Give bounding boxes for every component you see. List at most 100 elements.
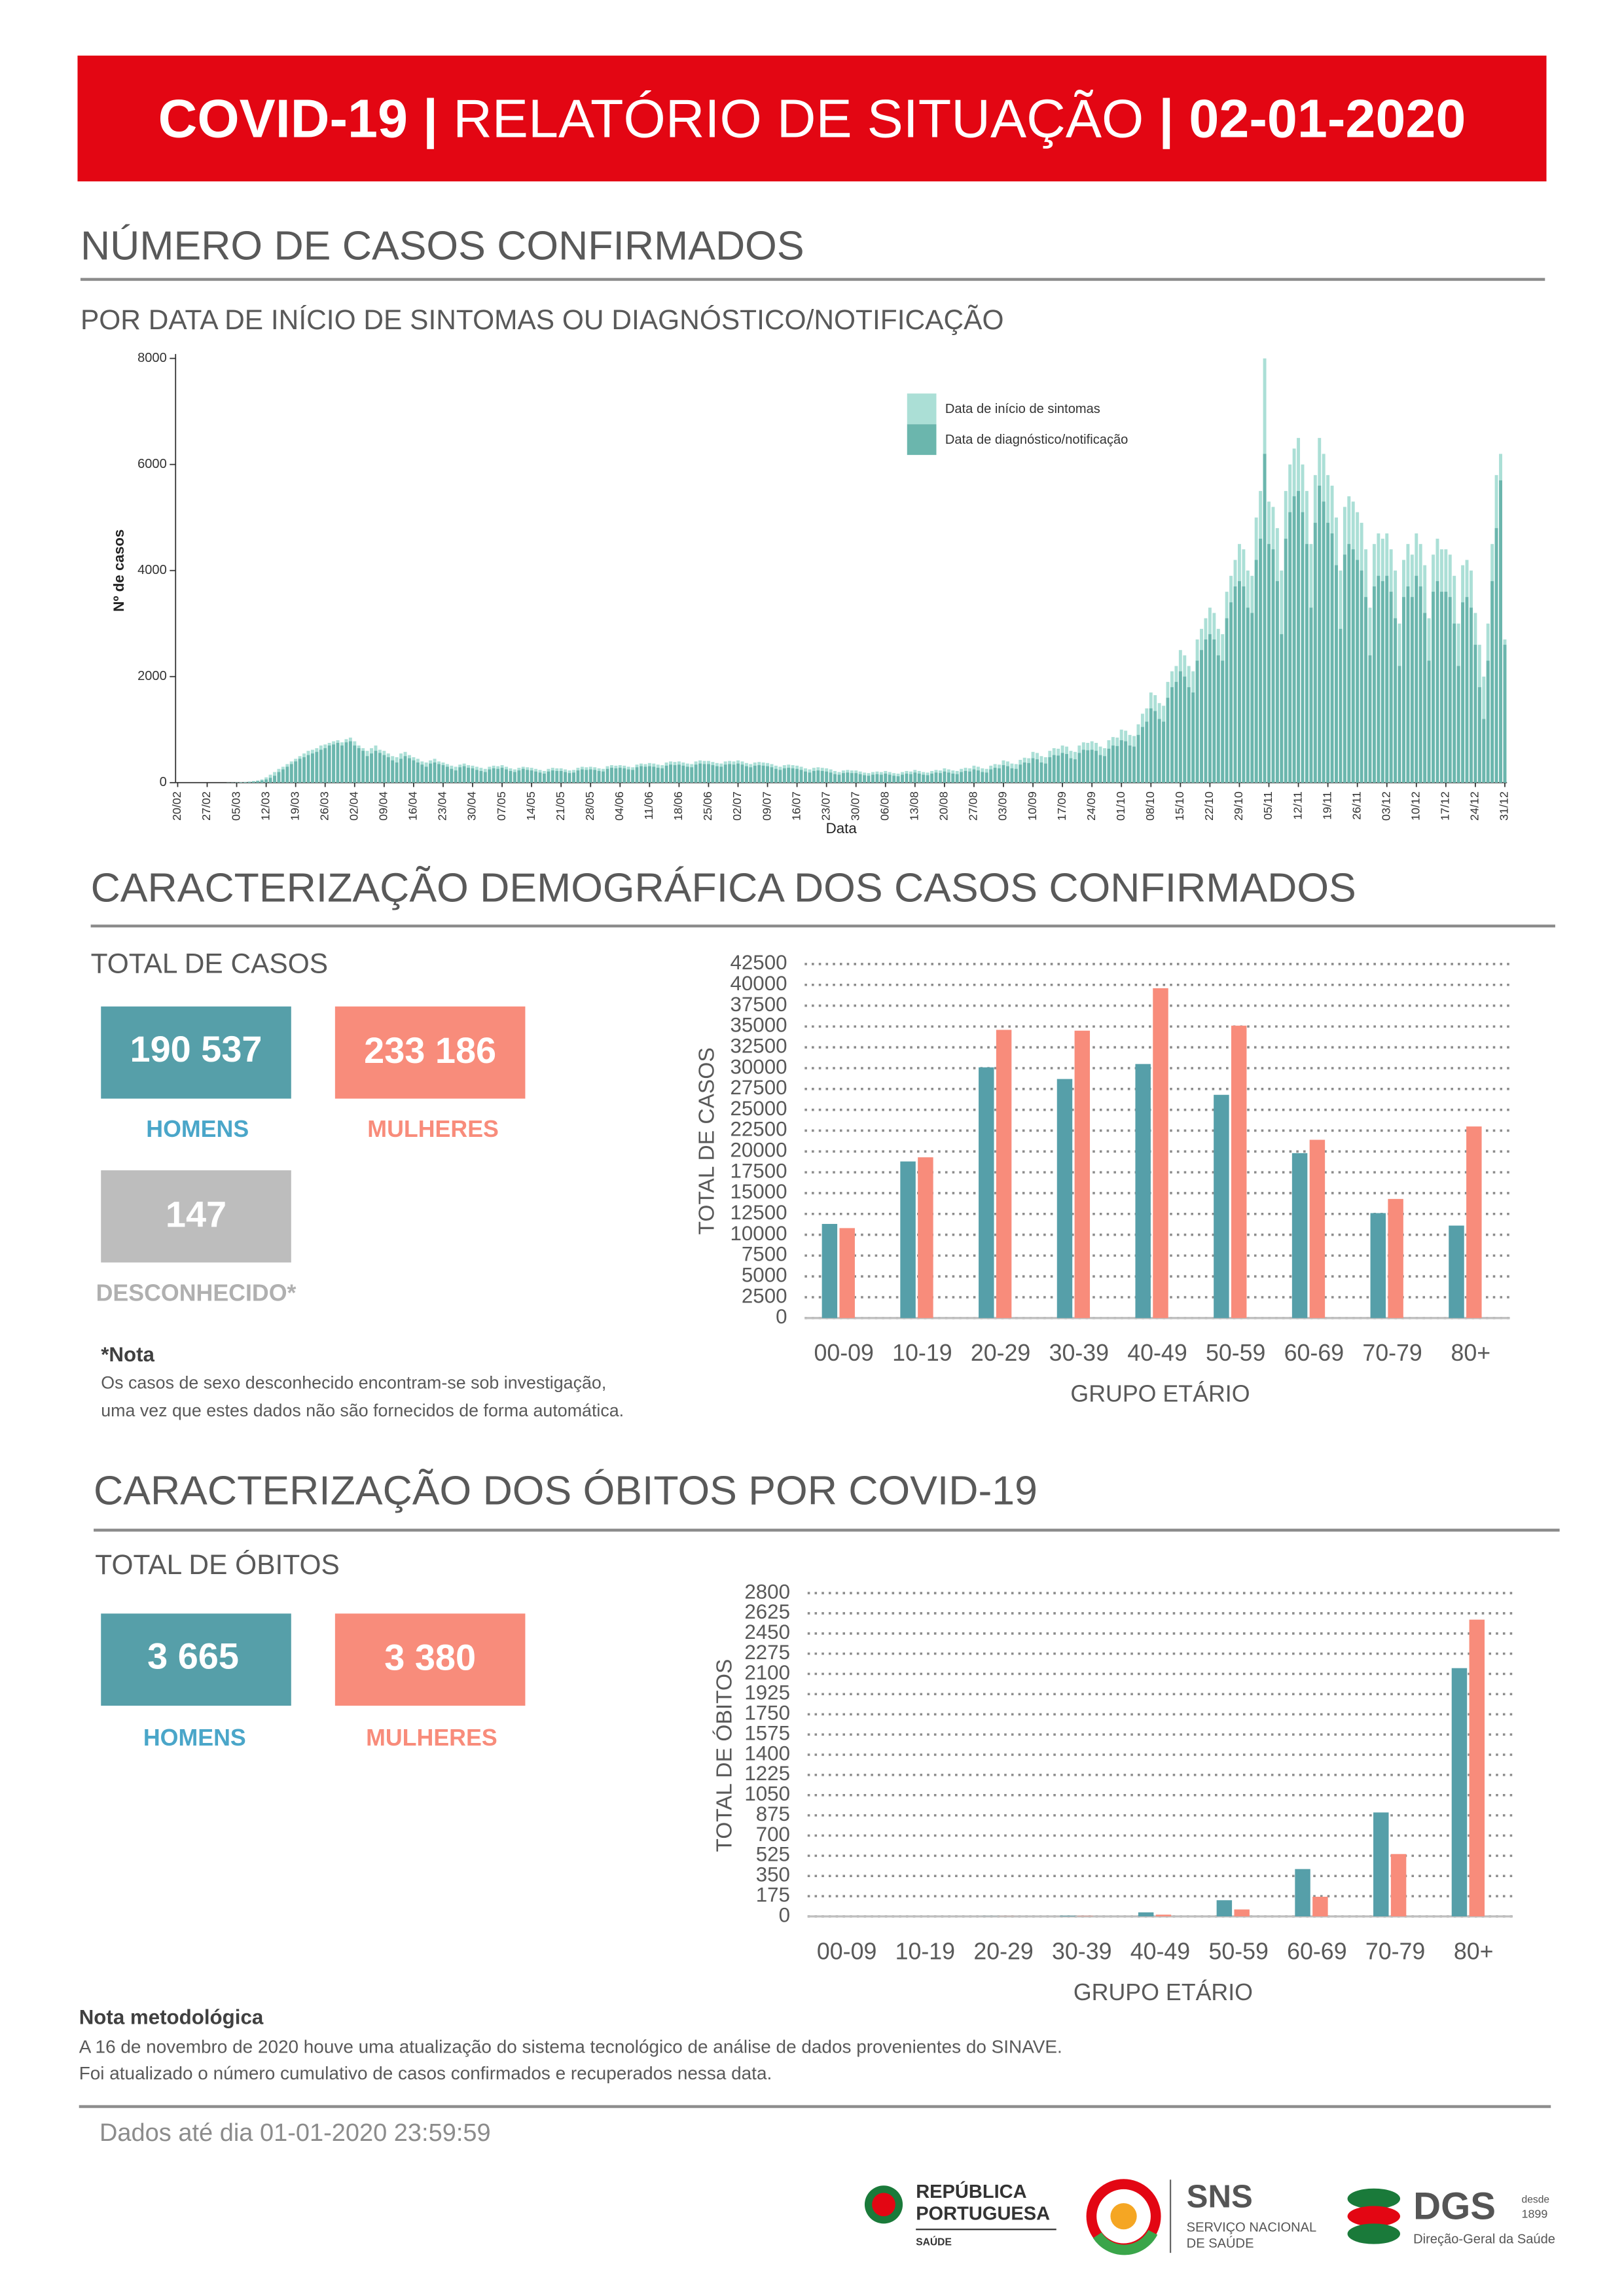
bar [723,764,727,783]
y-tick-label: 1575 [744,1721,790,1744]
bar [740,764,744,783]
y-tick-label: 7500 [742,1243,787,1266]
bar [1343,554,1346,783]
x-axis-title: Data [826,820,857,836]
bar [939,773,942,783]
bar [664,765,668,783]
x-tick-label: 18/06 [672,791,685,821]
bar [260,780,264,783]
bar [1115,745,1119,783]
bar [1254,560,1258,783]
bar [681,765,685,783]
bar [829,772,833,783]
bar [1140,726,1144,783]
x-tick-label: 27/02 [200,791,213,821]
note-line: uma vez que estes dados não são fornecid… [101,1401,624,1420]
y-tick-label: 2275 [744,1641,790,1664]
bar [1234,1909,1250,1916]
y-tick-label: 2450 [744,1621,790,1643]
bar [1335,565,1338,783]
bar [1162,721,1166,783]
bar [1291,1153,1308,1318]
bar [900,1161,916,1318]
bar [1216,655,1220,783]
y-tick-label: 42500 [731,951,787,974]
bar [1322,501,1326,783]
y-tick-label: 525 [756,1843,790,1866]
y-tick-label: 8000 [137,351,167,365]
bar [542,774,546,783]
bar [285,766,289,783]
bar [884,774,888,783]
section-title: NÚMERO DE CASOS CONFIRMADOS [81,223,804,268]
bar [955,774,959,783]
bar [1439,592,1443,783]
bar [1136,734,1140,783]
bar [1069,758,1073,783]
bar [479,770,483,783]
bar [1297,491,1301,783]
bar [820,770,824,783]
bar [1494,528,1498,783]
bar [310,753,314,783]
bar [996,1030,1012,1318]
bar [1174,681,1178,783]
bar [981,772,984,783]
y-tick-label: 2625 [744,1600,790,1623]
bar [357,748,361,783]
x-tick-label: 12/11 [1291,791,1304,819]
bar [1204,639,1208,783]
bar [1305,544,1308,783]
total-label: TOTAL DE ÓBITOS [95,1549,340,1580]
logo-shape [1347,2223,1401,2244]
bar [1242,586,1246,783]
x-tick-label: 29/10 [1232,791,1245,821]
y-tick-label: 700 [756,1823,790,1846]
bar [1415,575,1418,783]
y-tick-label: 10000 [731,1222,787,1245]
bar [327,745,331,783]
x-tick-label: 60-69 [1284,1340,1344,1366]
bar [1309,607,1313,783]
bar [281,769,285,783]
bar [1388,1198,1403,1318]
x-tick-label: 40-49 [1130,1938,1190,1964]
x-tick-label: 10-19 [892,1340,952,1366]
bar [728,764,732,783]
bar [1280,634,1284,783]
bar [1132,746,1136,783]
bar [429,763,433,783]
x-tick-label: 19/03 [288,791,301,821]
x-tick-label: 40-49 [1127,1340,1187,1366]
bar [1448,597,1452,783]
bar [538,772,542,783]
bar [635,767,639,783]
bar [572,772,575,783]
legend-swatch [907,424,937,456]
bar [871,774,875,783]
bar [1339,628,1343,783]
bar [1377,575,1380,783]
bar [719,766,723,783]
bar [550,770,554,783]
bar [306,755,310,783]
bar [930,774,934,783]
bar [1212,639,1216,783]
x-tick-label: 17/12 [1439,791,1452,821]
bar [626,769,630,783]
bar [1301,512,1305,783]
bar [1022,762,1026,783]
bar [943,771,947,783]
x-tick-label: 00-09 [814,1340,873,1366]
bar [643,766,647,783]
bar [302,757,306,783]
bar [761,765,765,783]
bar [1094,751,1098,783]
x-tick-label: 07/05 [495,791,508,821]
bar [256,781,260,783]
bar [471,768,475,783]
x-tick-label: 70-79 [1365,1938,1425,1964]
x-tick-label: 00-09 [817,1938,876,1964]
y-tick-label: 175 [756,1883,790,1906]
bar [1187,687,1191,783]
